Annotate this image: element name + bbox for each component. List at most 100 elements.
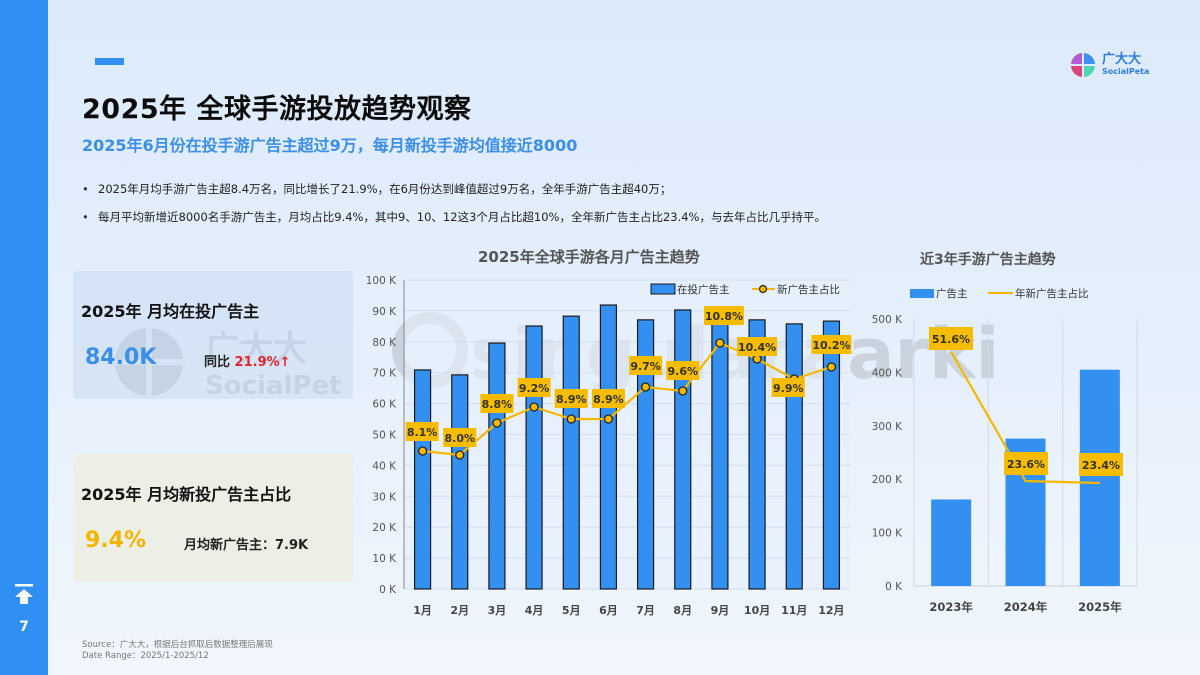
x-tick-label: 12月 [818, 604, 844, 617]
kpi-value: 84.0K [85, 345, 157, 370]
yoy-label: 同比 [204, 355, 231, 370]
line-marker [826, 362, 837, 372]
bar [413, 369, 432, 590]
x-tick-label: 2023年 [929, 600, 973, 614]
y-tick-label: 0 K [885, 581, 903, 593]
yearly-new-ratio-line [950, 351, 1100, 485]
line-marker [492, 418, 502, 428]
arrow-up-icon: ↑ [279, 355, 291, 370]
bullet-item: 2025年月均手游广告主超8.4万名，同比增长了21.9%，在6月份达到峰值超过… [82, 180, 826, 208]
kpi-title: 2025年 月均新投广告主占比 [81, 485, 292, 504]
line-marker [603, 414, 614, 424]
bar [931, 499, 972, 586]
accent-dash [95, 58, 124, 65]
x-tick-label: 4月 [525, 604, 544, 617]
line-marker [752, 354, 762, 364]
data-label-bg [703, 306, 744, 325]
x-tick-label: 3月 [488, 604, 507, 617]
data-label-bg [811, 335, 852, 354]
kpi-side-label: 月均新广告主：7.9K [184, 538, 309, 553]
data-label-bg [405, 422, 439, 441]
line-marker [640, 382, 651, 392]
data-label: 10.4% [738, 341, 776, 354]
x-tick-label: 2024年 [1004, 600, 1048, 614]
yearly-chart-legend: 广告主 年新广告主占比 [910, 287, 1089, 300]
kpi-title: 2025年 月均在投广告主 [81, 302, 260, 321]
y-tick-label: 10 K [372, 553, 397, 565]
y-tick-label: 100 K [366, 275, 397, 287]
x-tick-label: 8月 [673, 604, 692, 617]
yoy-value: 21.9% [234, 355, 280, 370]
data-label-bg [554, 389, 588, 408]
y-tick-label: 500 K [872, 314, 903, 326]
bar [748, 319, 766, 590]
page-title: 2025年 全球手游投放趋势观察 [82, 94, 472, 125]
back-to-top-icon[interactable] [14, 583, 34, 607]
data-label-bg [517, 378, 551, 397]
kpi-yoy: 同比 21.9%↑ [204, 351, 291, 370]
y-tick-label: 60 K [372, 399, 397, 411]
bar [488, 342, 506, 590]
new-ratio-line [422, 341, 832, 457]
data-label-bg [1079, 453, 1123, 476]
x-tick-label: 5月 [562, 604, 581, 617]
bar [785, 323, 803, 590]
page-number: 7 [19, 619, 29, 635]
data-label: 9.6% [667, 365, 698, 378]
data-label-bg [480, 394, 514, 413]
monthly-chart-legend: 在投广告主 新广告主占比 [650, 283, 840, 296]
summary-bullets: 2025年月均手游广告主超8.4万名，同比增长了21.9%，在6月份达到峰值超过… [82, 180, 826, 236]
socialpeta-logo: 广大大 SocialPeta [1070, 52, 1149, 78]
yearly-chart-title: 近3年手游广告主趋势 [920, 252, 1056, 268]
kpi-value: 9.4% [85, 528, 147, 553]
y-tick-label: 20 K [372, 522, 397, 534]
y-tick-label: 400 K [872, 367, 903, 379]
data-label: 10.2% [812, 339, 850, 352]
y-tick-label: 300 K [872, 421, 903, 433]
data-label: 8.9% [593, 393, 624, 406]
y-tick-label: 70 K [372, 368, 397, 380]
data-label: 9.7% [630, 360, 661, 373]
data-label: 23.4% [1082, 459, 1120, 472]
bar [1079, 369, 1120, 586]
line-marker [417, 446, 428, 456]
svg-text:新广告主占比: 新广告主占比 [777, 283, 840, 296]
data-label: 51.6% [932, 333, 970, 346]
y-tick-label: 50 K [372, 430, 397, 442]
y-tick-label: 0 K [379, 584, 397, 596]
x-tick-label: 7月 [636, 604, 655, 617]
bar [822, 320, 841, 590]
logo-text-en: SocialPeta [1102, 67, 1150, 76]
bar [525, 325, 543, 590]
bullet-item: 每月平均新增近8000名手游广告主，月均占比9.4%，其中9、10、12这3个月… [82, 208, 826, 236]
data-label-bg [737, 337, 778, 356]
socialpeta-logo-icon [1071, 53, 1095, 77]
line-marker [566, 414, 576, 424]
line-marker [455, 450, 465, 460]
data-label: 8.0% [444, 432, 475, 445]
data-label-bg [771, 378, 805, 397]
monthly-advertisers-chart: 0 K 10 K 20 K 30 K 40 K 50 K 60 K 70 K 80 K 90 K 1… [366, 275, 852, 617]
source-note: Source：广大大，根据后台抓取后数据整理后展现 Date Range：202… [82, 640, 273, 662]
data-label-bg [591, 389, 625, 408]
data-label-bg [929, 327, 973, 350]
line-marker [715, 338, 725, 348]
x-tick-label: 1月 [413, 604, 432, 617]
y-tick-label: 200 K [872, 474, 903, 486]
y-tick-label: 80 K [372, 337, 397, 349]
line-marker [529, 402, 539, 412]
bar [674, 309, 692, 590]
data-label-bg [666, 361, 700, 380]
svg-text:年新广告主占比: 年新广告主占比 [1015, 287, 1089, 300]
y-tick-label: 40 K [372, 460, 397, 472]
bar [711, 323, 729, 590]
page-subtitle: 2025年6月份在投手游广告主超过9万，每月新投手游均值接近8000 [82, 136, 578, 155]
monthly-chart-title: 2025年全球手游各月广告主趋势 [478, 248, 700, 266]
yearly-advertisers-chart: 0 K 100 K 200 K 300 K 400 K 500 K 2023年 2024年 20… [872, 287, 1138, 614]
x-tick-label: 2月 [450, 604, 469, 617]
x-tick-label: 10月 [744, 604, 770, 617]
source-text: Source：广大大，根据后台抓取后数据整理后展现 [82, 640, 273, 650]
bar [599, 304, 618, 590]
data-label: 23.6% [1007, 458, 1045, 471]
